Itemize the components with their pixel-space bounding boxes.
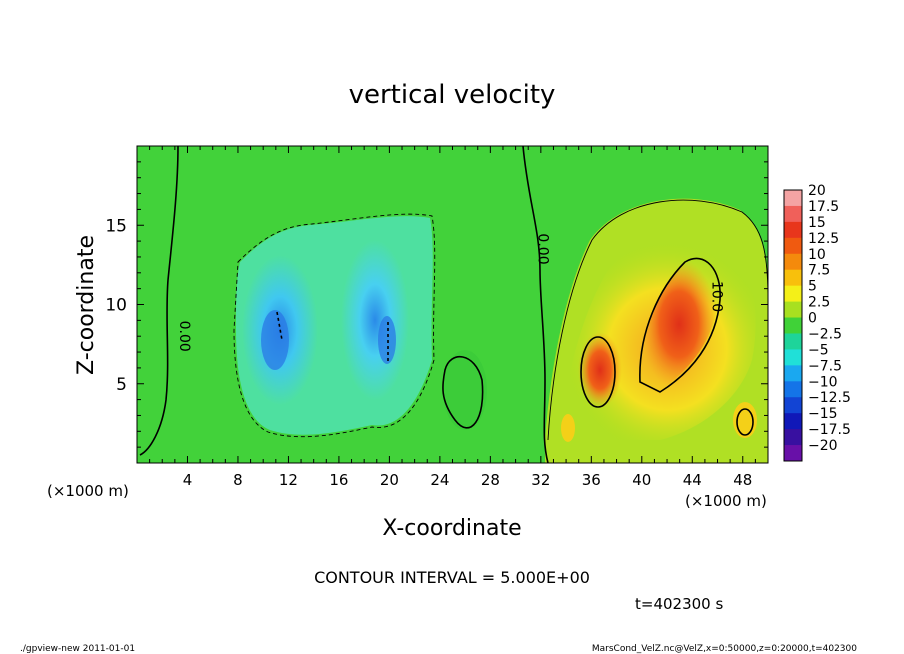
colorbar-swatch xyxy=(784,381,802,398)
colorbar-swatch xyxy=(784,413,802,430)
x-tick-label: 48 xyxy=(733,471,752,489)
colorbar-swatch xyxy=(784,429,802,446)
colorbar-label: 5 xyxy=(808,279,817,295)
footer-left: ./gpview-new 2011-01-01 xyxy=(20,644,135,654)
colorbar-swatch xyxy=(784,221,802,239)
colorbar-swatch xyxy=(784,237,802,255)
colorbar-label: −15 xyxy=(808,406,838,422)
colorbar-swatch xyxy=(784,269,802,287)
footer-right: MarsCond_VelZ.nc@VelZ,x=0:50000,z=0:2000… xyxy=(592,644,857,654)
contour-label: 10.0 xyxy=(708,281,724,312)
x-unit-left: (×1000 m) xyxy=(47,482,129,500)
colorbar-label: 0 xyxy=(808,311,817,327)
x-tick-label: 8 xyxy=(233,471,243,489)
colorbar-label: 17.5 xyxy=(808,199,839,215)
colorbar-label: 15 xyxy=(808,215,826,231)
x-tick-label: 12 xyxy=(279,471,298,489)
x-tick-label: 32 xyxy=(531,471,550,489)
colorbar-label: −20 xyxy=(808,438,838,454)
contour-label: 0.00 xyxy=(176,321,192,352)
colorbar: 2017.51512.5107.552.50−2.5−5−7.5−10−12.5… xyxy=(783,183,851,462)
colorbar-swatch xyxy=(784,301,802,319)
colorbar-swatch xyxy=(784,445,802,462)
y-tick-label: 5 xyxy=(116,375,127,395)
x-tick-label: 40 xyxy=(632,471,651,489)
x-tick-label: 4 xyxy=(183,471,193,489)
x-tick-label: 16 xyxy=(329,471,348,489)
colorbar-swatch xyxy=(784,397,802,414)
x-tick-label: 20 xyxy=(380,471,399,489)
colorbar-label: 12.5 xyxy=(808,231,839,247)
x-tick-label: 24 xyxy=(430,471,449,489)
colorbar-label: −10 xyxy=(808,374,838,390)
colorbar-swatch xyxy=(784,190,802,207)
contour-interval: CONTOUR INTERVAL = 5.000E+00 xyxy=(314,568,590,587)
colorbar-label: −12.5 xyxy=(808,390,851,406)
y-tick-label: 10 xyxy=(105,296,127,316)
colorbar-frame xyxy=(783,189,803,462)
colorbar-swatch xyxy=(784,205,802,223)
colorbar-label: 7.5 xyxy=(808,263,830,279)
colorbar-label: −7.5 xyxy=(808,358,842,374)
contour-label: 0.00 xyxy=(534,233,550,264)
x-unit-right: (×1000 m) xyxy=(685,492,767,510)
colorbar-swatch xyxy=(784,365,802,382)
colorbar-label: 10 xyxy=(808,247,826,263)
colorbar-swatch xyxy=(784,349,802,366)
chart-title: vertical velocity xyxy=(349,80,556,110)
colorbar-swatch xyxy=(784,253,802,271)
y-tick-label: 15 xyxy=(105,216,127,236)
colorbar-swatch xyxy=(784,285,802,303)
colorbar-label: 20 xyxy=(808,183,826,199)
colorbar-swatch xyxy=(784,333,802,350)
y-axis-label: Z-coordinate xyxy=(74,235,99,375)
time-stamp: t=402300 s xyxy=(635,595,723,613)
plot-field: 0.00 0.00 10.0 xyxy=(137,146,768,463)
x-tick-label: 44 xyxy=(683,471,702,489)
colorbar-label: −5 xyxy=(808,342,829,358)
x-tick-label: 36 xyxy=(582,471,601,489)
x-axis-label: X-coordinate xyxy=(382,516,521,541)
colorbar-label: 2.5 xyxy=(808,295,830,311)
contour-lines xyxy=(139,146,768,463)
colorbar-label: −2.5 xyxy=(808,326,842,342)
colorbar-swatch xyxy=(784,317,802,334)
colorbar-label: −17.5 xyxy=(808,422,851,438)
x-tick-label: 28 xyxy=(481,471,500,489)
